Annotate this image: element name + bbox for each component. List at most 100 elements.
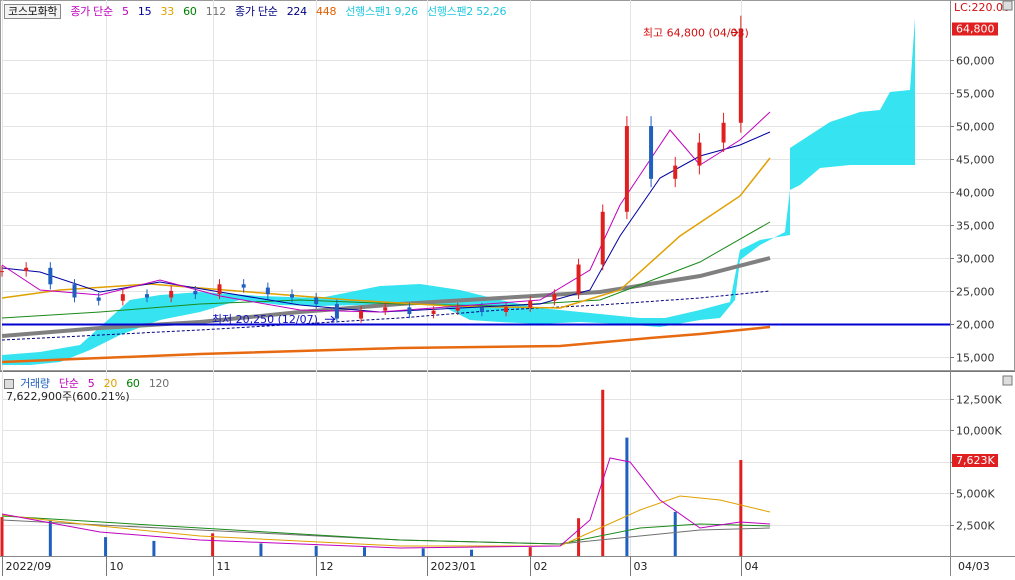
candle-body bbox=[96, 297, 101, 301]
candle-body bbox=[120, 294, 125, 301]
candle-body bbox=[624, 126, 629, 212]
x-tick-label: 2022/09 bbox=[6, 560, 52, 573]
x-tick-label: 03 bbox=[634, 560, 648, 573]
vol-ma60-line bbox=[1, 515, 771, 545]
volume-title: 거래량 bbox=[20, 377, 50, 390]
candle-body bbox=[265, 287, 270, 295]
span2-label: 선행스팬2 52,26 bbox=[427, 5, 507, 18]
volume-bar bbox=[601, 389, 605, 556]
ma224-label: 224 bbox=[286, 5, 307, 18]
price-legend: 코스모화학 종가 단순 5 15 33 60 112 종가 단순 224 448… bbox=[4, 3, 512, 19]
volume-tick-label: 12,500K bbox=[956, 394, 1002, 407]
volume-bar bbox=[104, 537, 108, 556]
candle-body bbox=[479, 307, 484, 312]
volume-tick-label: 5,000K bbox=[956, 488, 995, 501]
x-tick-label: 11 bbox=[217, 560, 231, 573]
ma60-label: 60 bbox=[183, 5, 197, 18]
price-tick-label: 30,000 bbox=[956, 253, 995, 266]
volume-bar bbox=[421, 548, 425, 556]
candle-body bbox=[738, 28, 743, 123]
candle-body bbox=[673, 165, 678, 179]
volume-bar bbox=[152, 540, 156, 556]
price-tick-label: 45,000 bbox=[956, 154, 995, 167]
ma2-label: 종가 단순 bbox=[235, 5, 278, 18]
candle-body bbox=[217, 284, 222, 295]
candle-body bbox=[193, 290, 198, 295]
x-end-label: 04/03 bbox=[958, 560, 990, 573]
low-arrow-icon bbox=[324, 315, 336, 323]
ma448-line bbox=[1, 325, 771, 364]
price-tick-label: 40,000 bbox=[956, 187, 995, 200]
ma33-line bbox=[1, 157, 771, 309]
candle-body bbox=[697, 142, 702, 166]
candle-body bbox=[600, 211, 605, 265]
candle-body bbox=[721, 122, 726, 143]
candle-body bbox=[407, 307, 412, 314]
vol-ma120-label: 120 bbox=[148, 377, 169, 390]
ma112-label: 112 bbox=[205, 5, 226, 18]
volume-bar bbox=[470, 549, 474, 556]
candle-body bbox=[145, 294, 150, 298]
volume-bar bbox=[363, 547, 367, 556]
price-tag bbox=[952, 22, 998, 36]
stock-title[interactable]: 코스모화학 bbox=[4, 4, 62, 19]
vol-ma5-label: 5 bbox=[87, 377, 95, 390]
volume-summary: 7,622,900주(600.21%) bbox=[6, 390, 130, 403]
volume-bar bbox=[48, 520, 52, 556]
ma60-line bbox=[1, 221, 771, 319]
ma5-line bbox=[1, 111, 771, 313]
volume-tick-label: 10,000K bbox=[956, 425, 1002, 438]
x-tick-label: 10 bbox=[110, 560, 124, 573]
lc-label: LC:220.00 bbox=[954, 1, 1010, 14]
candle-body bbox=[48, 267, 53, 285]
volume-bar bbox=[0, 516, 4, 556]
candle-body bbox=[504, 307, 509, 312]
price-tick-label: 60,000 bbox=[956, 55, 995, 68]
ma448-label: 448 bbox=[316, 5, 337, 18]
candle-body bbox=[72, 284, 77, 298]
candle-body bbox=[314, 297, 319, 305]
volume-bar bbox=[314, 545, 318, 556]
vol-ma20-label: 20 bbox=[103, 377, 118, 390]
volume-toggle-icon[interactable] bbox=[4, 379, 14, 389]
x-tick-label: 2023/01 bbox=[431, 560, 477, 573]
candle-body bbox=[649, 126, 654, 179]
volume-bar bbox=[625, 437, 629, 556]
ma5-label: 5 bbox=[122, 5, 129, 18]
high-annotation: 최고 64,800 (04/03) bbox=[643, 27, 749, 40]
price-tick-label: 20,000 bbox=[956, 319, 995, 332]
candle-body bbox=[552, 294, 557, 301]
volume-bar bbox=[528, 547, 532, 556]
candle-body bbox=[431, 310, 436, 314]
volume-ma-label: 단순 bbox=[58, 377, 79, 390]
panel-corner-icon[interactable] bbox=[1002, 0, 1013, 11]
price-tick-label: 15,000 bbox=[956, 352, 995, 365]
candle-body bbox=[290, 294, 295, 298]
vol-ma5-line bbox=[1, 457, 771, 549]
panel-corner-icon[interactable] bbox=[1002, 375, 1013, 386]
candle-body bbox=[169, 290, 174, 298]
volume-tick-label: 2,500K bbox=[956, 520, 995, 533]
candle-body bbox=[383, 307, 388, 311]
volume-bar bbox=[211, 533, 215, 556]
price-tick-label: 25,000 bbox=[956, 286, 995, 299]
candle-body bbox=[455, 307, 460, 311]
volume-legend: 거래량 단순 5 20 60 120 bbox=[4, 375, 175, 391]
candle-body bbox=[576, 264, 581, 295]
volume-bar bbox=[739, 460, 743, 556]
candle-body bbox=[0, 271, 4, 273]
volume-tag bbox=[952, 454, 998, 468]
vol-ma60-label: 60 bbox=[126, 377, 140, 390]
ichimoku-cloud bbox=[2, 18, 915, 365]
candle-body bbox=[241, 284, 246, 288]
volume-bar bbox=[673, 511, 677, 556]
price-tick-label: 50,000 bbox=[956, 121, 995, 134]
x-tick-label: 04 bbox=[745, 560, 759, 573]
vol-ma120-line bbox=[1, 519, 771, 545]
candle-body bbox=[24, 267, 29, 272]
ma15-line bbox=[1, 131, 771, 313]
vol-ma20-line bbox=[1, 495, 771, 547]
candle-body bbox=[528, 300, 533, 308]
